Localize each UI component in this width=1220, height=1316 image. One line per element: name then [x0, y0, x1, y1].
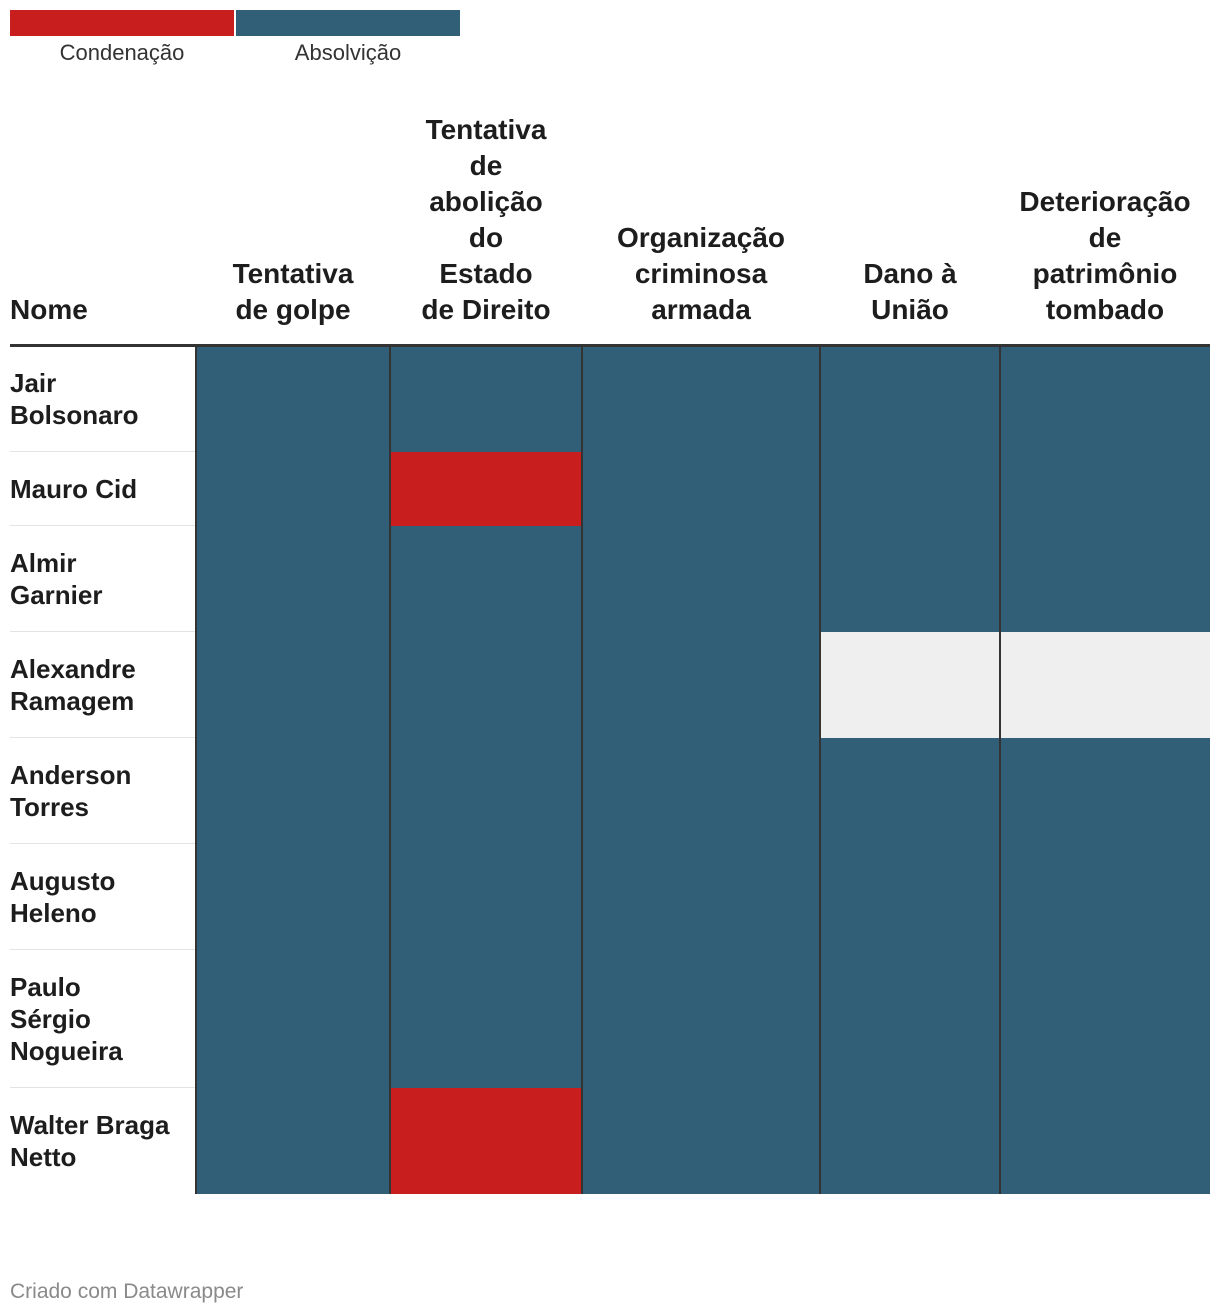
table-body: Jair Bolsonaro Mauro Cid Almir Garnier Alex… — [10, 345, 1210, 1194]
column-header-nome: Nome — [10, 112, 196, 347]
verdict-cell — [581, 949, 820, 1088]
verdict-cell — [999, 631, 1210, 738]
verdict-cell — [195, 345, 390, 452]
row-name: Paulo Sérgio Nogueira — [10, 949, 196, 1088]
verdict-cell — [999, 451, 1210, 526]
table-row: Almir Garnier — [10, 525, 1210, 632]
verdict-cell — [389, 525, 582, 632]
verdict-cell — [195, 525, 390, 632]
verdict-cell — [999, 1087, 1210, 1194]
verdict-cell — [389, 843, 582, 950]
verdict-cell — [819, 525, 1000, 632]
verdict-table: Nome Tentativa de golpe Tentativa de abo… — [10, 112, 1210, 1194]
verdict-cell — [581, 843, 820, 950]
table-row: Walter Braga Netto — [10, 1087, 1210, 1194]
table-row: Mauro Cid — [10, 451, 1210, 526]
column-header-dano-a-uniao: Dano à União — [820, 112, 1000, 347]
row-name: Anderson Torres — [10, 737, 196, 844]
verdict-cell — [581, 451, 820, 526]
verdict-cell — [819, 843, 1000, 950]
verdict-cell — [389, 345, 582, 452]
row-name: Almir Garnier — [10, 525, 196, 632]
row-name: Walter Braga Netto — [10, 1109, 170, 1172]
verdict-cell — [999, 525, 1210, 632]
row-name: Mauro Cid — [10, 451, 196, 526]
table-row: Augusto Heleno — [10, 843, 1210, 950]
column-header-organizacao-criminosa: Organização criminosa armada — [582, 112, 820, 347]
verdict-cell — [581, 1087, 820, 1194]
legend-swatch-condenacao — [10, 10, 234, 36]
verdict-cell — [389, 1087, 582, 1194]
row-name: Alexandre Ramagem — [10, 631, 196, 738]
verdict-cell — [581, 737, 820, 844]
table-row: Paulo Sérgio Nogueira — [10, 949, 1210, 1088]
verdict-cell — [195, 843, 390, 950]
footer-credit: Criado com Datawrapper — [10, 1280, 244, 1303]
table-row: Jair Bolsonaro — [10, 345, 1210, 452]
table-row: Anderson Torres — [10, 737, 1210, 844]
table-header-row: Nome Tentativa de golpe Tentativa de abo… — [10, 112, 1210, 347]
verdict-cell — [389, 737, 582, 844]
legend-item-condenacao: Condenação — [10, 10, 234, 66]
verdict-cell — [195, 949, 390, 1088]
verdict-cell — [999, 345, 1210, 452]
legend-label-absolvicao: Absolvição — [294, 40, 402, 65]
verdict-cell — [195, 1087, 390, 1194]
verdict-cell — [581, 345, 820, 452]
column-header-tentativa-de-golpe: Tentativa de golpe — [196, 112, 390, 347]
verdict-cell — [819, 737, 1000, 844]
verdict-cell — [389, 631, 582, 738]
verdict-cell — [581, 631, 820, 738]
verdict-cell — [819, 1087, 1000, 1194]
verdict-cell — [999, 949, 1210, 1088]
legend-label-condenacao: Condenação — [59, 40, 185, 65]
verdict-cell — [819, 949, 1000, 1088]
column-header-deterioracao-patrimonio: Deterioração de patrimônio tombado — [1000, 112, 1210, 347]
table-row: Alexandre Ramagem — [10, 631, 1210, 738]
verdict-cell — [389, 949, 582, 1088]
verdict-cell — [195, 737, 390, 844]
verdict-cell — [999, 737, 1210, 844]
verdict-cell — [819, 345, 1000, 452]
verdict-cell — [819, 631, 1000, 738]
legend: Condenação Absolvição — [10, 10, 460, 70]
legend-swatch-absolvicao — [236, 10, 460, 36]
verdict-cell — [195, 631, 390, 738]
verdict-cell — [999, 843, 1210, 950]
verdict-cell — [195, 451, 390, 526]
column-header-abolicao-estado-de-direito: Tentativa de abolição do Estado de Direi… — [390, 112, 582, 347]
legend-item-absolvicao: Absolvição — [236, 10, 460, 66]
verdict-cell — [389, 451, 582, 526]
verdict-cell — [581, 525, 820, 632]
verdict-cell — [819, 451, 1000, 526]
row-name: Jair Bolsonaro — [10, 345, 196, 452]
row-name: Augusto Heleno — [10, 843, 196, 950]
